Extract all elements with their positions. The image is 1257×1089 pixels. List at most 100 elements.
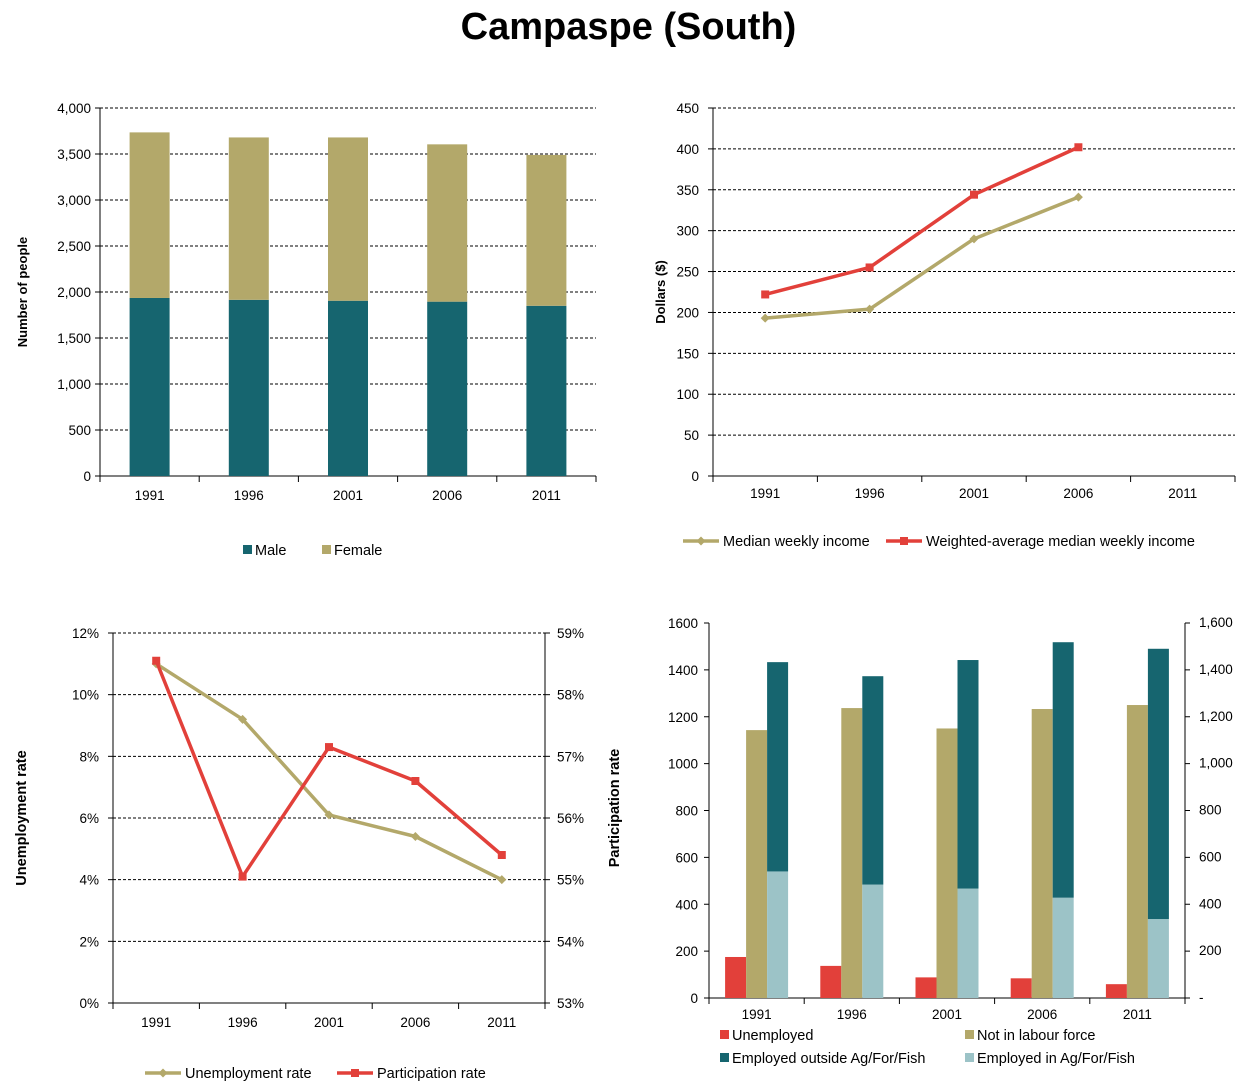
income-xtick-label-1991: 1991: [750, 486, 780, 501]
labour-ytick-label-0: 0: [690, 991, 698, 1006]
income-legend-median-marker: [696, 536, 706, 546]
rates-xtick-label-1991: 1991: [141, 1015, 171, 1030]
population-ytick-label-6: 3,000: [57, 193, 91, 208]
income-xtick-label-2006: 2006: [1063, 486, 1093, 501]
labour-legend-employed-outside-ag-for-fish-swatch: [720, 1053, 729, 1062]
labour-y2tick-label-7: 1,400: [1199, 662, 1233, 677]
labour-xtick-label-1991: 1991: [742, 1007, 772, 1022]
labour-bar-not-in-labour-force-1996: [841, 708, 863, 998]
rates-ytick-label-5: 10%: [72, 688, 99, 703]
labour-bar-employed-in-ag-2006: [1052, 897, 1074, 998]
labour-bar-not-in-labour-force-2011: [1126, 705, 1148, 998]
income-ytick-label-5: 250: [676, 265, 699, 280]
labour-ytick-label-5: 1000: [668, 757, 698, 772]
population-xtick-label-2011: 2011: [532, 488, 561, 503]
income-series-median-weekly-income: [765, 195, 1080, 320]
labour-ytick-label-2: 400: [675, 897, 698, 912]
income-point-median-weekly-income-1991: [760, 313, 770, 323]
income-ytick-label-3: 150: [676, 346, 699, 361]
population-bar-male-1996: [228, 299, 269, 476]
rates-legend-participation-label: Participation rate: [377, 1066, 486, 1082]
labour-chart: 0 200 400 600 800 1000 1200 1400 1600 - 200 400 600 8…: [668, 615, 1233, 1067]
rates-point-participation-rate-2001: [325, 743, 333, 752]
labour-legend-unemployed-swatch: [720, 1030, 729, 1039]
rates-y2tick-label-4: 57%: [557, 749, 584, 764]
income-ytick-label-8: 400: [676, 142, 699, 157]
population-legend-female-swatch: [322, 545, 331, 554]
population-legend-male-swatch: [243, 545, 252, 554]
labour-legend-employed-in-ag-for-fish-swatch: [965, 1053, 974, 1062]
labour-bar-unemployed-2011: [1105, 984, 1127, 998]
rates-y2tick-label-6: 59%: [557, 626, 584, 641]
income-xtick-label-2001: 2001: [959, 486, 989, 501]
income-point-median-weekly-income-2001: [969, 234, 979, 244]
income-ytick-label-6: 300: [676, 224, 699, 239]
labour-bar-employed-outside-ag-1996: [862, 676, 884, 885]
labour-bar-not-in-labour-force-2006: [1031, 709, 1053, 998]
population-bar-male-1991: [129, 297, 170, 476]
labour-bar-employed-outside-ag-1991: [767, 662, 789, 872]
rates-ytick-label-4: 8%: [79, 749, 99, 764]
labour-ytick-label-6: 1200: [668, 710, 698, 725]
labour-y2tick-label-5: 1,000: [1199, 756, 1233, 771]
labour-ytick-label-4: 800: [675, 804, 698, 819]
population-ytick-label-8: 4,000: [57, 101, 91, 116]
rates-point-unemployment-rate-2011: [497, 875, 507, 885]
labour-bar-not-in-labour-force-1991: [746, 730, 768, 998]
rates-ylabel: Unemployment rate: [14, 750, 30, 885]
labour-legend-employed-in-ag-for-fish-label: Employed in Ag/For/Fish: [977, 1051, 1135, 1067]
page-title: Campaspe (South): [460, 6, 797, 48]
population-legend-female-label: Female: [334, 543, 382, 559]
labour-y2tick-label-3: 600: [1199, 849, 1222, 864]
rates-point-unemployment-rate-1996: [238, 714, 248, 724]
rates-ytick-label-3: 6%: [79, 811, 99, 826]
population-bar-female-2006: [427, 144, 468, 302]
population-xtick-label-1991: 1991: [135, 488, 165, 503]
rates-series-participation-rate: [154, 660, 503, 879]
labour-bar-unemployed-2006: [1010, 978, 1032, 998]
income-point-weighted-average-median-weekly-income-2001: [970, 190, 978, 199]
income-ytick-label-1: 50: [684, 428, 699, 443]
population-bar-female-1991: [129, 132, 170, 298]
labour-bar-unemployed-2001: [915, 977, 937, 998]
labour-bar-employed-outside-ag-2006: [1052, 642, 1074, 898]
rates-y2tick-label-3: 56%: [557, 811, 584, 826]
rates-point-participation-rate-2011: [497, 851, 506, 859]
population-bar-male-2001: [328, 300, 368, 476]
income-point-median-weekly-income-2006: [1073, 192, 1083, 202]
population-legend-male-label: Male: [255, 543, 286, 559]
population-ytick-label-5: 2,500: [57, 239, 91, 254]
population-ytick-label-7: 3,500: [57, 147, 91, 162]
labour-xtick-label-2006: 2006: [1027, 1007, 1057, 1022]
rates-point-unemployment-rate-2001: [324, 810, 334, 820]
rates-point-participation-rate-2006: [411, 777, 420, 785]
rates-ytick-label-2: 4%: [79, 873, 99, 888]
population-ytick-label-4: 2,000: [57, 285, 91, 300]
labour-bar-unemployed-1991: [725, 956, 747, 998]
labour-y2tick-label-0: -: [1199, 990, 1204, 1005]
income-point-weighted-average-median-weekly-income-2006: [1074, 143, 1083, 152]
labour-y2tick-label-6: 1,200: [1199, 709, 1233, 724]
population-bar-male-2006: [427, 301, 468, 476]
rates-xtick-label-2011: 2011: [487, 1015, 516, 1030]
labour-y2tick-label-8: 1,600: [1199, 615, 1233, 630]
income-ytick-label-2: 100: [676, 387, 699, 402]
rates-xtick-label-1996: 1996: [228, 1015, 258, 1030]
income-xtick-label-2011: 2011: [1168, 486, 1197, 501]
rates-y2tick-label-2: 55%: [557, 873, 584, 888]
rates-point-participation-rate-1991: [152, 656, 161, 665]
rates-ytick-label-1: 2%: [79, 934, 99, 949]
labour-bar-employed-in-ag-2011: [1147, 919, 1169, 998]
income-ytick-label-0: 0: [691, 469, 699, 484]
population-chart: 0 500 1,000 1,500 2,000 2,500 3,000 3,500 4,000 1…: [15, 101, 597, 559]
labour-bar-unemployed-1996: [820, 965, 842, 998]
rates-xtick-label-2006: 2006: [400, 1015, 430, 1030]
population-ytick-label-0: 0: [83, 469, 91, 484]
income-xtick-label-1996: 1996: [855, 486, 885, 501]
population-bar-female-2011: [526, 154, 567, 306]
income-legend-median-label: Median weekly income: [723, 534, 870, 550]
labour-xtick-label-2011: 2011: [1123, 1007, 1152, 1022]
income-ytick-label-4: 200: [676, 305, 699, 320]
income-legend-weighted-marker: [900, 537, 908, 545]
income-point-weighted-average-median-weekly-income-1996: [865, 263, 874, 272]
